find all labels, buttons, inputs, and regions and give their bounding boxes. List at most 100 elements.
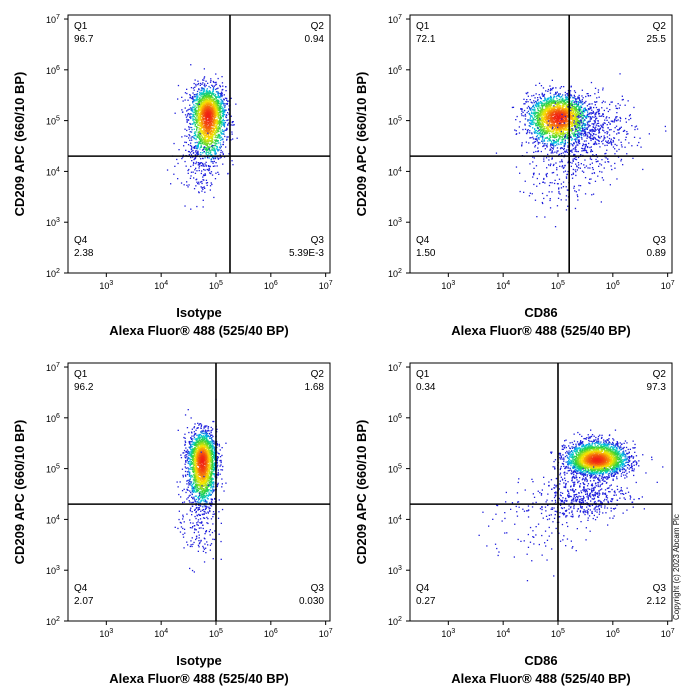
event-dot: [217, 111, 219, 114]
event-dot: [518, 126, 520, 128]
event-dot: [196, 129, 198, 131]
event-dot: [576, 138, 578, 140]
event-dot: [218, 135, 221, 137]
event-dot: [584, 146, 587, 148]
event-dot: [569, 108, 572, 110]
event-dot: [192, 111, 194, 113]
event-dot: [207, 96, 209, 98]
event-dot: [197, 112, 199, 114]
event-dot: [586, 134, 589, 136]
event-dot: [553, 101, 555, 103]
event-dot: [606, 107, 608, 109]
event-dot: [581, 110, 583, 112]
event-dot: [207, 134, 209, 136]
event-dot: [564, 121, 566, 123]
event-dot: [594, 93, 596, 95]
event-dot: [222, 116, 224, 118]
event-dot: [550, 89, 552, 91]
event-dot: [220, 144, 222, 146]
event-dot: [177, 178, 179, 180]
event-dot: [215, 152, 217, 154]
event-dot: [559, 117, 561, 120]
event-dot: [563, 125, 565, 127]
event-dot: [208, 106, 210, 108]
event-dot: [215, 134, 217, 137]
event-dot: [599, 127, 602, 129]
event-dot: [618, 139, 620, 141]
event-dot: [558, 124, 560, 126]
event-dot: [585, 124, 587, 126]
event-dot: [569, 102, 571, 105]
event-dot: [524, 123, 526, 125]
event-dot: [591, 129, 593, 131]
event-dot: [576, 115, 578, 117]
event-dot: [205, 153, 207, 155]
event-dot: [223, 114, 225, 116]
event-dot: [189, 122, 191, 125]
event-dot: [203, 125, 205, 127]
event-dot: [200, 115, 202, 117]
event-dot: [585, 140, 587, 142]
event-dot: [228, 153, 230, 155]
event-dot: [574, 118, 576, 121]
event-dot: [555, 139, 558, 141]
event-dot: [573, 106, 575, 108]
event-dot: [582, 116, 584, 118]
event-dot: [222, 106, 224, 108]
event-dot: [541, 134, 543, 136]
event-dot: [574, 106, 576, 108]
event-dot: [208, 137, 210, 139]
event-dot: [219, 146, 221, 148]
event-dot: [196, 122, 198, 124]
event-dot: [556, 140, 558, 142]
event-dot: [532, 119, 534, 121]
event-dot: [539, 107, 541, 109]
event-dot: [205, 115, 207, 117]
event-dot: [205, 123, 208, 125]
event-dot: [222, 111, 224, 113]
event-dot: [536, 139, 538, 141]
event-dot: [564, 125, 566, 127]
event-dot: [205, 95, 207, 97]
event-dot: [187, 99, 189, 101]
event-dot: [206, 182, 209, 184]
event-dot: [589, 95, 592, 97]
event-dot: [590, 139, 592, 142]
event-dot: [595, 101, 597, 103]
event-dot: [543, 118, 546, 120]
event-dot: [577, 103, 579, 106]
event-dot: [611, 141, 613, 144]
event-dot: [576, 100, 578, 103]
event-dot: [543, 127, 545, 130]
event-dot: [222, 120, 225, 122]
event-dot: [214, 108, 216, 111]
event-dot: [226, 119, 228, 122]
event-dot: [589, 118, 591, 120]
event-dot: [542, 102, 544, 104]
event-dot: [203, 106, 206, 108]
event-dot: [210, 118, 212, 120]
event-dot: [616, 112, 618, 114]
event-dot: [222, 88, 224, 91]
event-dot: [617, 103, 619, 105]
event-dot: [217, 105, 219, 107]
event-dot: [207, 113, 209, 115]
event-dot: [208, 114, 211, 116]
event-dot: [208, 125, 211, 127]
event-dot: [548, 117, 550, 120]
event-dot: [567, 146, 569, 148]
event-dot: [201, 83, 203, 85]
event-dot: [549, 118, 551, 120]
event-dot: [554, 135, 556, 137]
event-dot: [538, 94, 540, 96]
event-dot: [563, 109, 565, 111]
event-dot: [587, 126, 590, 128]
event-dot: [199, 105, 201, 107]
event-dot: [562, 125, 564, 127]
event-dot: [194, 111, 196, 113]
event-dot: [192, 164, 194, 166]
event-dot: [628, 142, 630, 144]
event-dot: [195, 161, 198, 163]
event-dot: [225, 116, 227, 118]
event-dot: [203, 117, 205, 120]
